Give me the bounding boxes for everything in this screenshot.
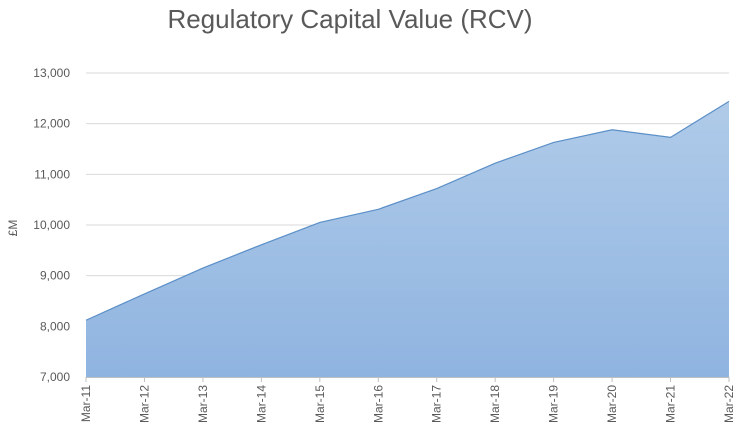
x-tick-labels: Mar-11 Mar-12 Mar-13 Mar-14 Mar-15 Mar-16 Mar-… [79, 385, 736, 423]
y-tick-label: 12,000 [33, 117, 70, 131]
x-tick-label: Mar-17 [430, 385, 444, 423]
axes [85, 377, 730, 382]
x-tick-label: Mar-12 [137, 385, 151, 423]
y-tick-label: 11,000 [34, 167, 70, 181]
y-tick-label: 13,000 [33, 66, 70, 80]
x-tick-label: Mar-14 [254, 385, 268, 423]
x-tick-label: Mar-22 [722, 385, 736, 423]
y-axis-title: £M [6, 220, 20, 237]
y-tick-label: 10,000 [33, 218, 70, 232]
chart-title: Regulatory Capital Value (RCV) [167, 4, 533, 34]
x-tick-label: Mar-16 [371, 385, 385, 423]
x-tick-label: Mar-15 [313, 385, 327, 423]
area-series [85, 100, 730, 377]
x-tick-label: Mar-21 [664, 385, 678, 423]
y-tick-labels: 7,000 8,000 9,000 10,000 11,000 12,000 13,000 [33, 66, 70, 384]
x-tick-label: Mar-11 [79, 385, 93, 422]
area-fill [86, 101, 729, 377]
area-outline [85, 100, 730, 321]
x-tick-label: Mar-13 [196, 385, 210, 423]
x-tick-label: Mar-20 [605, 385, 619, 423]
x-tick-label: Mar-19 [547, 385, 561, 423]
y-tick-label: 9,000 [40, 269, 70, 283]
y-tick-label: 8,000 [40, 319, 70, 333]
x-tick-label: Mar-18 [488, 385, 502, 423]
y-tick-label: 7,000 [40, 370, 70, 384]
